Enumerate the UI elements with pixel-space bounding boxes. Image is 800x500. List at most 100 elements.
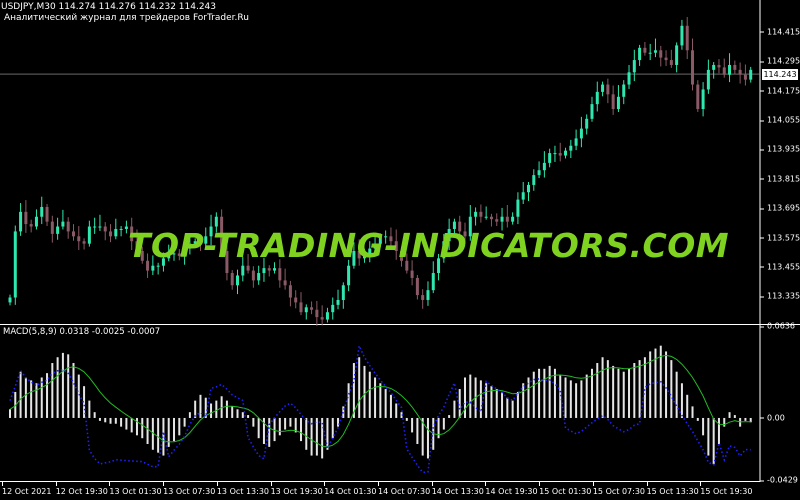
macd-histogram-bar [135,417,138,436]
candle-body [616,96,620,110]
macd-histogram-bar [379,383,382,418]
macd-histogram-bar [490,386,493,418]
candle-body [548,153,552,163]
macd-histogram-bar [241,412,244,418]
candle-body [638,47,642,61]
candle-body [394,241,398,252]
candle-body [45,206,49,222]
macd-histogram-bar [363,365,366,418]
time-label: 13 Oct 19:30 [270,482,323,496]
candle-body [405,260,409,271]
macd-histogram-bar [421,417,424,456]
macd-histogram-bar [109,417,112,424]
macd-histogram-bar [30,380,33,418]
candle-body [236,275,240,286]
macd-histogram-bar [220,396,223,418]
macd-histogram-bar [696,417,699,421]
candle-body [384,236,388,238]
candle-body [415,277,419,296]
macd-histogram-bar [426,417,429,459]
candle-body [98,226,102,228]
macd-histogram-bar [638,360,641,418]
candle-body [400,251,404,261]
candle-body [516,199,520,217]
candle-body [542,162,546,171]
candle-body [526,184,530,193]
candle-body [489,216,493,220]
macd-histogram-bar [215,400,218,418]
time-label: 12 Oct 2021 [2,482,52,496]
candle-body [468,216,472,237]
macd-histogram-bar [633,363,636,418]
macd-histogram-bar [585,374,588,418]
candle-body [463,231,467,237]
candle-body [40,206,44,217]
candle-body [500,216,504,222]
macd-histogram-bar [210,403,213,418]
macd-histogram-bar [326,417,329,450]
price-tick: 113.575 [759,233,800,243]
candle-body [19,211,23,232]
macd-histogram-bar [358,357,361,418]
price-tick: 113.335 [759,291,800,301]
candle-body [410,270,414,278]
macd-histogram-bar [374,377,377,418]
macd-histogram-bar [120,417,123,427]
candle-body [717,64,721,68]
macd-histogram-bar [231,406,234,418]
macd-histogram-bar [670,360,673,418]
macd-signal-line [9,354,751,448]
candle-body [13,231,17,298]
candle-body [161,258,165,266]
macd-histogram-bar [204,397,207,418]
candle-body [728,64,732,75]
macd-histogram-bar [675,371,678,418]
candle-body [426,290,430,300]
time-label: 15 Oct 13:30 [646,482,699,496]
macd-histogram-bar [501,391,504,418]
macd-histogram-bar [580,380,583,418]
candle-body [738,69,742,75]
candle-body [172,253,176,255]
macd-histogram-bar [654,348,657,418]
macd-tick: 0.00 [760,413,785,423]
macd-histogram-bar [749,417,752,423]
macd-histogram-bar [548,365,551,418]
candle-body [357,251,361,259]
macd-histogram-bar [612,365,615,418]
time-label: 13 Oct 13:30 [216,482,269,496]
macd-histogram-bar [167,417,170,447]
macd-histogram-bar [553,368,556,418]
candle-body [532,175,536,185]
candle-body [103,226,107,232]
candle-body [437,258,441,274]
candle-body [310,307,314,310]
macd-histogram-bar [77,374,80,418]
candle-body [71,231,75,237]
candle-body [225,251,229,274]
candle-body [659,50,663,58]
macd-histogram-bar [564,377,567,418]
candle-body [135,241,139,252]
macd-histogram-bar [395,403,398,418]
macd-histogram-bar [46,373,49,418]
candle-body [511,216,515,222]
candle-body [622,84,626,97]
candle-body [474,211,478,217]
candle-body [595,91,599,105]
candle-body [24,211,28,225]
candle-body [214,216,218,227]
candle-body [331,304,335,313]
price-tick: 113.935 [759,144,800,154]
macd-histogram-bar [596,363,599,418]
candle-body [606,84,610,95]
macd-histogram-bar [315,417,318,456]
candle-body [8,297,12,303]
price-tick: 114.055 [759,115,800,125]
candle-body [722,67,726,75]
macd-histogram-bar [680,383,683,418]
macd-histogram-bar [247,415,250,418]
candle-body [304,307,308,313]
macd-histogram-bar [368,371,371,418]
